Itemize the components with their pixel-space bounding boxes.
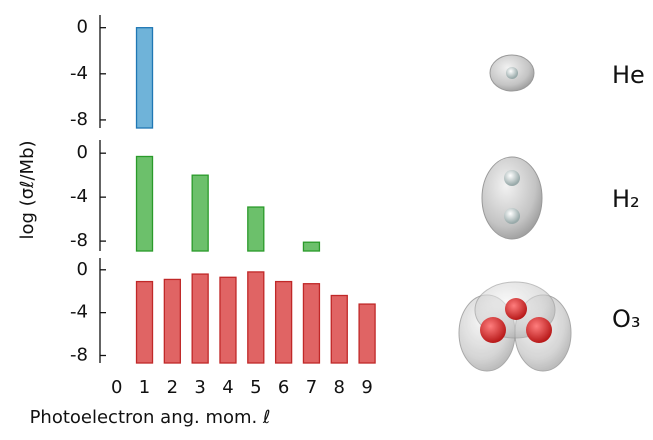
bar — [359, 304, 375, 363]
bar — [137, 156, 153, 251]
chart: Photoelectron ang. mom. ℓ log (σℓ/Mb) 0 -… — [0, 0, 653, 436]
bar — [248, 207, 264, 251]
bar — [248, 272, 264, 363]
x-axis-label: Photoelectron ang. mom. ℓ — [30, 407, 271, 428]
bar — [220, 277, 236, 363]
bar — [137, 282, 153, 363]
x-tick-label: 7 — [306, 377, 317, 398]
molecule-label: H₂ — [612, 185, 640, 213]
x-tick-label: 5 — [250, 377, 261, 398]
y-tick-label: 0 — [77, 142, 88, 163]
bar — [164, 279, 180, 363]
y-tick-label: -4 — [70, 63, 88, 84]
bar — [137, 28, 153, 128]
molecule-label: O₃ — [612, 305, 641, 333]
x-tick-label: 3 — [194, 377, 205, 398]
bar — [276, 282, 292, 363]
bar — [303, 284, 319, 363]
bar — [303, 242, 319, 251]
x-tick-label: 2 — [167, 377, 178, 398]
x-tick-label: 0 — [111, 377, 122, 398]
y-tick-label: 0 — [77, 17, 88, 38]
y-tick-label: -4 — [70, 186, 88, 207]
molecule-label: He — [612, 61, 645, 89]
x-tick-label: 8 — [334, 377, 345, 398]
y-tick-label: 0 — [77, 259, 88, 280]
x-tick-label: 1 — [139, 377, 150, 398]
bar — [192, 175, 208, 251]
y-tick-label: -8 — [70, 109, 88, 130]
h2-molecule — [482, 157, 542, 239]
o3-molecule — [459, 282, 571, 371]
he-molecule — [490, 55, 534, 91]
y-tick-label: -8 — [70, 345, 88, 366]
y-tick-label: -4 — [70, 302, 88, 323]
y-tick-label: -8 — [70, 230, 88, 251]
x-tick-label: 6 — [278, 377, 289, 398]
x-tick-label: 9 — [361, 377, 372, 398]
bar — [331, 296, 347, 364]
x-tick-label: 4 — [222, 377, 233, 398]
y-axis-label: log (σℓ/Mb) — [17, 140, 38, 239]
bar — [192, 274, 208, 363]
